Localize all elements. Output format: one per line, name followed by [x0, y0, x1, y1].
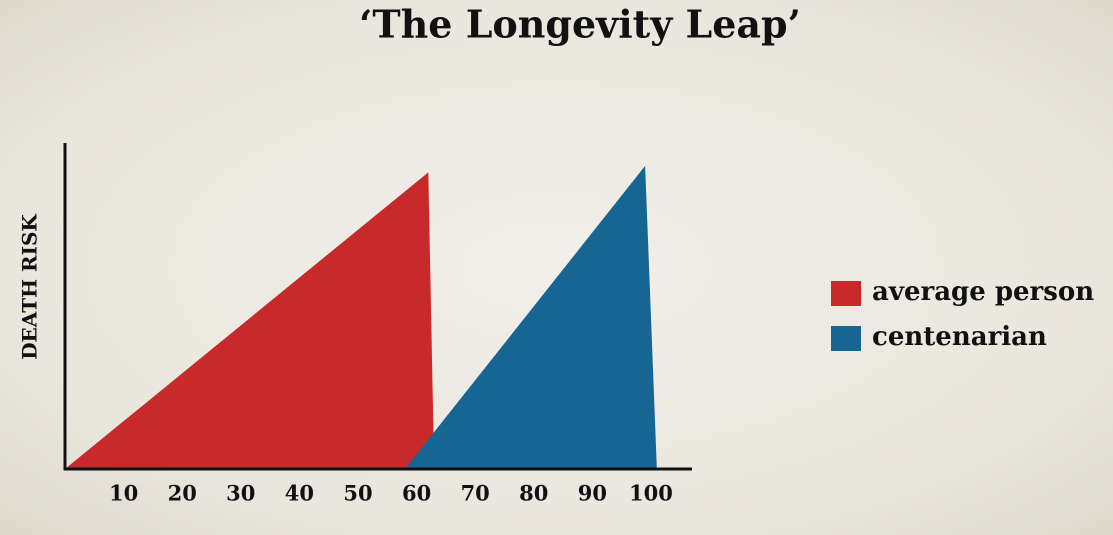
x-tick-label: 60: [402, 481, 431, 506]
x-tick-label: 10: [109, 481, 138, 506]
area: [404, 165, 657, 469]
x-tick-label: 50: [343, 481, 372, 506]
x-tick-label: 30: [226, 481, 255, 506]
x-tick-label: 80: [519, 481, 548, 506]
area: [65, 172, 435, 469]
legend-swatch: [831, 281, 861, 306]
x-tick-label: 70: [461, 481, 490, 506]
y-axis-label: DEATH RISK: [18, 214, 42, 360]
x-tick-label: 90: [578, 481, 607, 506]
x-tick-label: 20: [168, 481, 197, 506]
legend-swatch: [831, 326, 861, 351]
legend-label: average person: [872, 277, 1094, 307]
x-tick-label: 40: [285, 481, 314, 506]
chart-title: ‘The Longevity Leap’: [359, 2, 801, 47]
x-tick-label: 100: [629, 481, 673, 506]
legend-label: centenarian: [872, 322, 1047, 352]
